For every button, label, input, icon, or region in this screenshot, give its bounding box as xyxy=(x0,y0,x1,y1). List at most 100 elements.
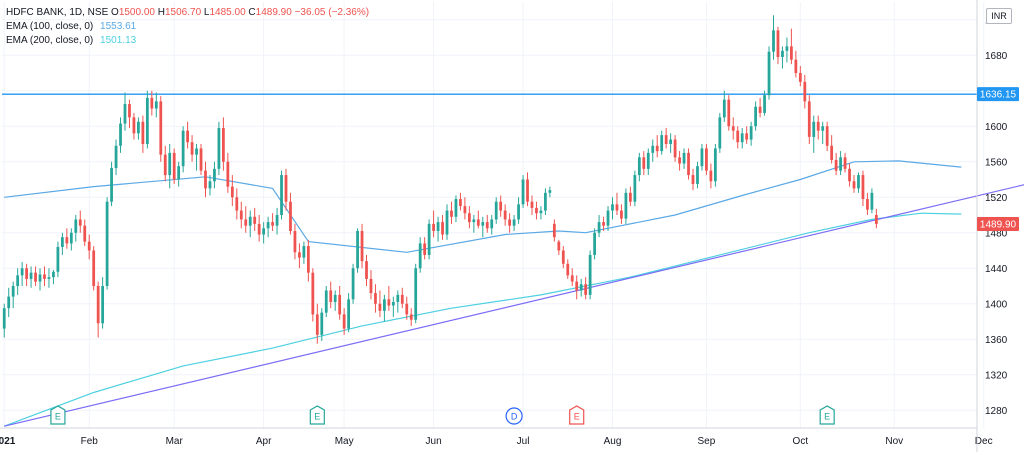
candle-body xyxy=(696,166,699,184)
earnings-event-icon xyxy=(569,405,585,425)
candle-body xyxy=(561,250,565,264)
candle-body xyxy=(517,204,520,220)
candle-body xyxy=(763,95,766,113)
candle-body xyxy=(642,157,646,169)
earnings-event-icon xyxy=(309,405,325,425)
candle-body xyxy=(526,179,529,202)
candle-body xyxy=(767,51,771,96)
candle-body xyxy=(588,254,592,295)
candle-body xyxy=(857,175,860,189)
candle-body xyxy=(409,314,413,320)
candle-body xyxy=(436,222,440,231)
candle-body xyxy=(43,274,46,279)
candle-body xyxy=(772,30,775,52)
candle-body xyxy=(530,201,534,208)
candle-body xyxy=(593,232,596,255)
candle-body xyxy=(450,210,453,217)
y-tick-label: 1280 xyxy=(985,406,1008,417)
candle-body xyxy=(177,166,181,180)
candle-body xyxy=(776,30,780,58)
candle-body xyxy=(306,246,310,273)
candle-body xyxy=(123,104,127,124)
close-label: C xyxy=(248,7,256,18)
candle-body xyxy=(861,175,865,200)
candle-body xyxy=(816,121,820,131)
candle-body xyxy=(20,268,24,276)
candle-body xyxy=(69,232,73,244)
y-tick-label: 1320 xyxy=(985,370,1008,381)
y-tick-label: 1480 xyxy=(985,228,1008,239)
currency-button[interactable]: INR xyxy=(986,8,1012,24)
candle-body xyxy=(427,223,431,255)
candle-body xyxy=(544,192,547,211)
candle-body xyxy=(445,210,449,235)
candle-body xyxy=(159,101,163,155)
candles-layer xyxy=(2,15,878,344)
candle-body xyxy=(472,219,476,223)
candle-body xyxy=(356,230,359,269)
x-tick-label: Feb xyxy=(81,436,99,447)
candle-body xyxy=(423,243,427,255)
candle-body xyxy=(105,201,109,286)
candle-body xyxy=(552,223,556,238)
y-tick-label: 1680 xyxy=(985,51,1008,62)
candle-body xyxy=(459,199,462,207)
close-value: 1489.90 xyxy=(255,7,292,18)
candle-body xyxy=(476,219,480,226)
candle-body xyxy=(101,286,105,324)
candle-body xyxy=(830,145,834,160)
candle-body xyxy=(235,197,239,211)
candle-body xyxy=(557,241,561,251)
candle-body xyxy=(669,139,673,144)
candle-body xyxy=(727,99,731,127)
candle-body xyxy=(866,199,869,210)
candle-body xyxy=(315,314,319,335)
candle-body xyxy=(2,308,6,329)
symbol-title[interactable]: HDFC BANK, 1D, NSE xyxy=(6,7,109,18)
candle-body xyxy=(360,230,364,262)
candle-body xyxy=(280,175,283,215)
candle-body xyxy=(387,299,391,306)
ema-200-layer xyxy=(3,212,962,427)
x-tick-label: 2021 xyxy=(0,436,16,447)
candle-body xyxy=(874,215,878,224)
candle-body xyxy=(521,179,525,205)
candle-body xyxy=(606,210,610,226)
candle-body xyxy=(620,210,623,219)
earnings-event-icon xyxy=(819,405,835,425)
event-marker-letter: E xyxy=(574,412,580,422)
candle-body xyxy=(239,210,243,220)
candle-body xyxy=(709,170,713,182)
candle-body xyxy=(432,223,435,231)
candle-body xyxy=(740,133,744,143)
candle-body xyxy=(400,294,404,304)
candle-body xyxy=(615,204,619,211)
candle-body xyxy=(204,170,207,189)
candle-body xyxy=(682,152,686,164)
ema100-label: EMA (100, close, 0) xyxy=(6,21,94,32)
candle-body xyxy=(271,222,274,226)
candle-body xyxy=(463,206,467,214)
candle-body xyxy=(199,148,203,171)
candle-body xyxy=(508,219,512,226)
candle-body xyxy=(96,286,100,324)
candle-body xyxy=(342,314,346,329)
candle-body xyxy=(87,241,91,251)
ema200-legend-row[interactable]: EMA (200, close, 0) 1501.13 xyxy=(6,34,369,48)
candle-body xyxy=(128,104,131,118)
candle-body xyxy=(284,175,288,202)
candle-body xyxy=(29,272,33,279)
candle-body xyxy=(163,154,167,176)
candle-body xyxy=(821,126,825,131)
candle-body xyxy=(56,246,60,272)
ema100-legend-row[interactable]: EMA (100, close, 0) 1553.61 xyxy=(6,20,369,34)
candle-body xyxy=(794,59,798,73)
candle-body xyxy=(262,228,266,235)
candle-body xyxy=(311,272,315,315)
candle-body xyxy=(807,101,811,137)
candle-body xyxy=(579,284,583,291)
candle-body xyxy=(74,219,78,233)
candle-body xyxy=(651,145,655,153)
candle-body xyxy=(539,210,543,214)
